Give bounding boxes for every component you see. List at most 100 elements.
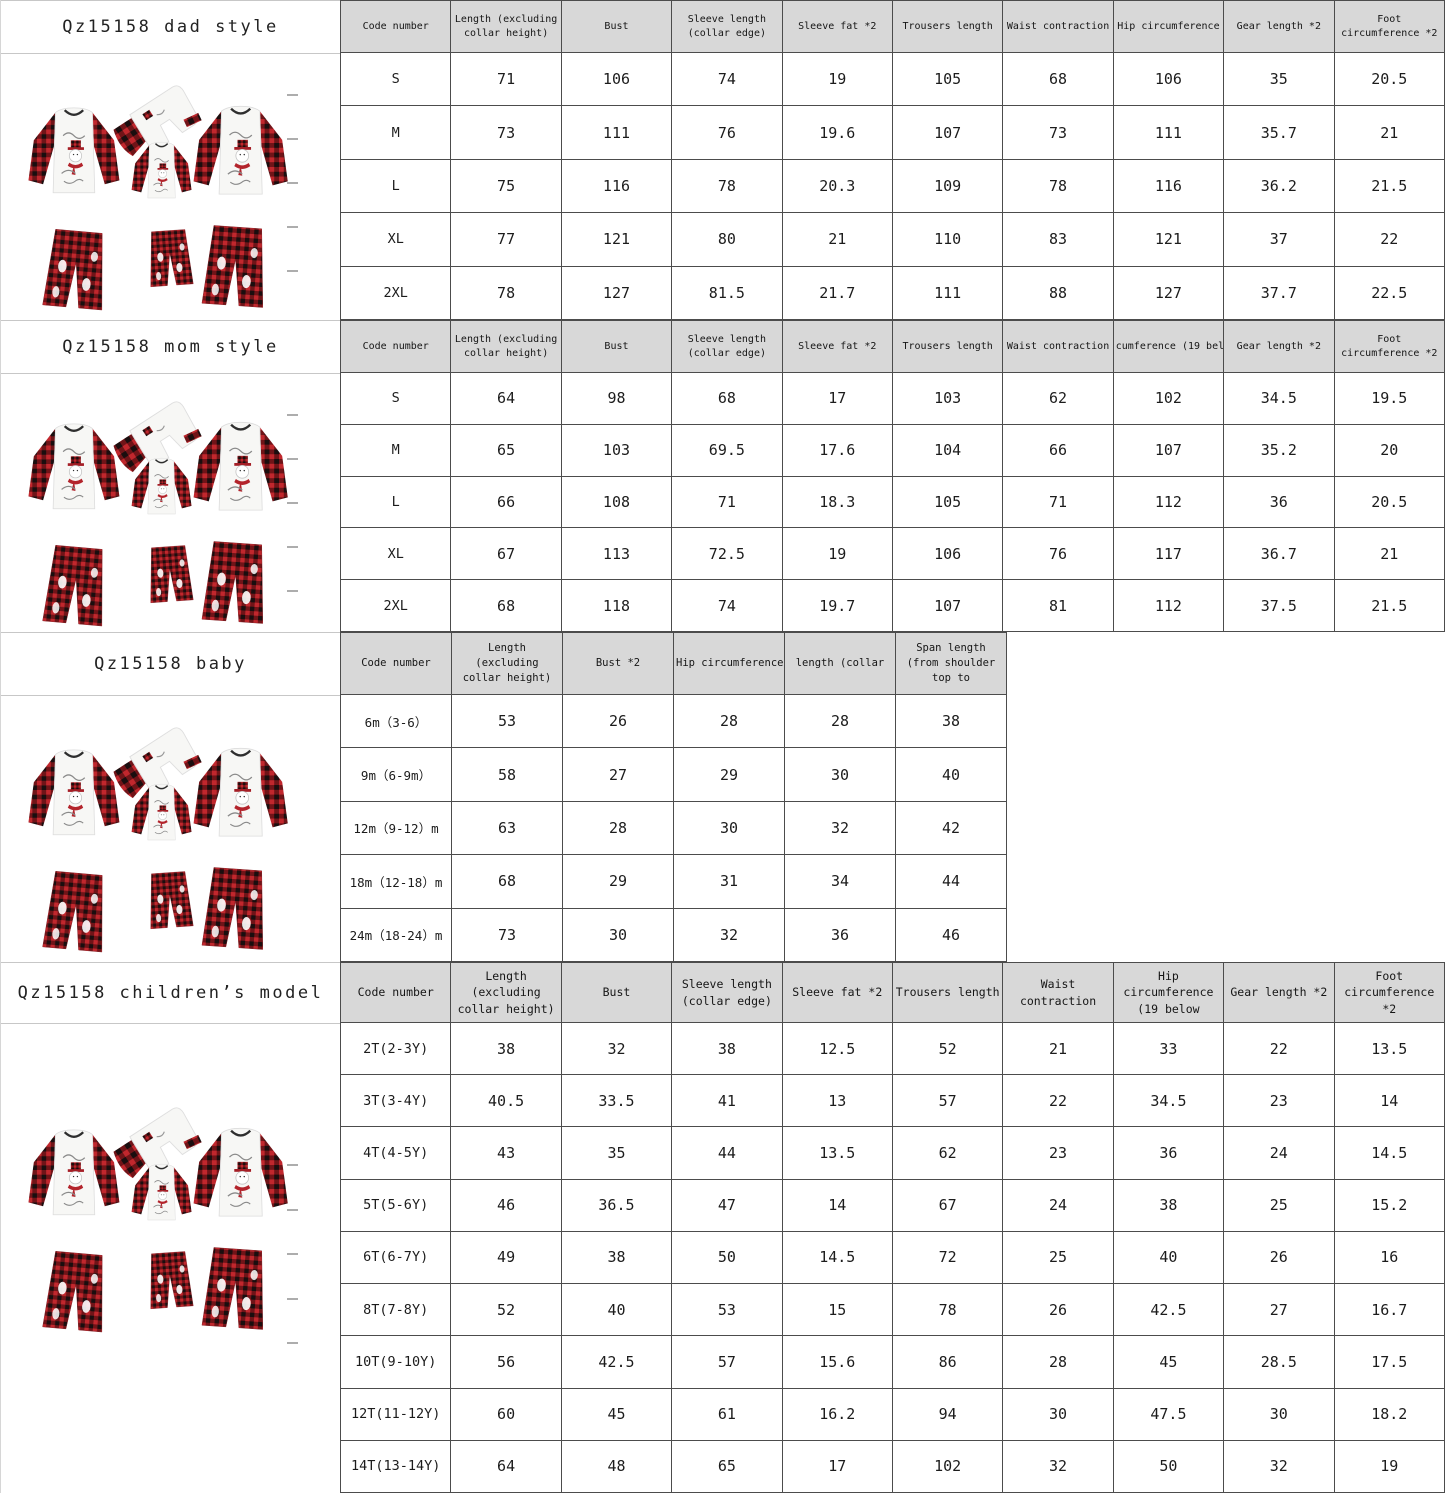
measurement-cell: 68 bbox=[451, 854, 563, 909]
children-left-panel: Qz15158 children’s model bbox=[0, 962, 340, 1493]
measurement-cell: 21 bbox=[1333, 105, 1445, 160]
measurement-cell: 29 bbox=[673, 747, 785, 802]
table-row: 5T(5-6Y) 46 36.5 47 14 67 24 38 25 15.2 bbox=[339, 1178, 1445, 1232]
size-code-cell: 18m（12-18）m bbox=[340, 854, 452, 909]
measurement-cell: 127 bbox=[1112, 265, 1225, 321]
size-code-cell: 6m（3-6） bbox=[340, 693, 452, 749]
column-header: Code number bbox=[340, 632, 452, 695]
measurement-cell: 117 bbox=[1112, 527, 1225, 581]
measurement-cell: 106 bbox=[891, 527, 1004, 581]
column-header: Trousers length bbox=[891, 0, 1004, 53]
measurement-cell: 27 bbox=[562, 747, 674, 802]
measurement-cell: 102 bbox=[891, 1439, 1004, 1493]
measurement-cell: 62 bbox=[1002, 372, 1114, 425]
table-row: L 75 116 78 20.3 109 78 116 36.2 21.5 bbox=[339, 158, 1445, 214]
header-row: Code number Length (excluding collar heig… bbox=[340, 632, 1007, 695]
measurement-cell: 68 bbox=[671, 372, 783, 425]
measurement-cell: 107 bbox=[891, 579, 1004, 632]
measurement-cell: 46 bbox=[450, 1178, 562, 1232]
measurement-cell: 19.7 bbox=[781, 579, 893, 632]
column-header: Foot circumference *2 bbox=[1333, 962, 1445, 1023]
measurement-cell: 38 bbox=[1112, 1178, 1225, 1232]
measurement-cell: 111 bbox=[891, 265, 1004, 321]
measurement-cell: 86 bbox=[891, 1335, 1004, 1389]
mom-product-image-cell bbox=[1, 374, 340, 632]
size-code-cell: M bbox=[339, 423, 452, 477]
table-row: 9m（6-9m） 58 27 29 30 40 bbox=[340, 747, 1007, 802]
measurement-cell: 19.5 bbox=[1333, 372, 1445, 425]
tick-dash bbox=[287, 502, 298, 504]
mom-table-cell: Code number Length (excluding collar heig… bbox=[339, 320, 1445, 632]
measurement-cell: 40 bbox=[1112, 1230, 1225, 1285]
measurement-cell: 36.7 bbox=[1223, 527, 1335, 581]
column-header: Waist contraction bbox=[1002, 320, 1114, 373]
measurement-cell: 28.5 bbox=[1223, 1335, 1335, 1389]
measurement-cell: 37.7 bbox=[1223, 265, 1335, 321]
measurement-cell: 34.5 bbox=[1223, 372, 1335, 425]
column-header: Sleeve fat *2 bbox=[781, 320, 893, 373]
measurement-cell: 17.6 bbox=[781, 423, 893, 477]
measurement-cell: 16.2 bbox=[781, 1387, 893, 1441]
measurement-cell: 72 bbox=[891, 1230, 1004, 1285]
measurement-cell: 68 bbox=[450, 579, 562, 632]
size-code-cell: 24m（18-24）m bbox=[340, 907, 452, 963]
measurement-cell: 47.5 bbox=[1112, 1387, 1225, 1441]
column-header: Foot circumference *2 bbox=[1333, 320, 1445, 373]
table-row: S 71 106 74 19 105 68 106 35 20.5 bbox=[339, 51, 1445, 107]
table-row: 4T(4-5Y) 43 35 44 13.5 62 23 36 24 14.5 bbox=[339, 1126, 1445, 1180]
table-row: 2XL 78 127 81.5 21.7 111 88 127 37.7 22.5 bbox=[339, 265, 1445, 321]
size-code-cell: 10T(9-10Y) bbox=[339, 1335, 452, 1389]
measurement-cell: 78 bbox=[1002, 158, 1114, 214]
column-header: length (collar bbox=[784, 632, 896, 695]
mom-left-panel: Qz15158 mom style bbox=[0, 320, 340, 632]
measurement-cell: 34.5 bbox=[1112, 1074, 1225, 1128]
measurement-cell: 13.5 bbox=[1333, 1021, 1445, 1076]
tick-dash bbox=[287, 1208, 298, 1211]
measurement-cell: 22 bbox=[1333, 212, 1445, 267]
table-row: 2XL 68 118 74 19.7 107 81 112 37.5 21.5 bbox=[339, 579, 1445, 632]
table-row: XL 77 121 80 21 110 83 121 37 22 bbox=[339, 212, 1445, 267]
measurement-cell: 67 bbox=[450, 527, 562, 581]
measurement-cell: 65 bbox=[671, 1439, 783, 1493]
column-header: Hip circumference (19 below bbox=[1112, 962, 1225, 1023]
header-row: Code number Length (excluding collar heig… bbox=[339, 320, 1445, 373]
measurement-cell: 118 bbox=[560, 579, 673, 632]
measurement-cell: 112 bbox=[1112, 579, 1225, 632]
measurement-cell: 17.5 bbox=[1333, 1335, 1445, 1389]
tick-dash bbox=[287, 414, 298, 416]
column-header: Length (excluding collar height) bbox=[450, 962, 562, 1023]
table-row: M 73 111 76 19.6 107 73 111 35.7 21 bbox=[339, 105, 1445, 160]
measurement-cell: 21 bbox=[1002, 1021, 1114, 1076]
measurement-cell: 42.5 bbox=[1112, 1283, 1225, 1337]
measurement-cell: 60 bbox=[450, 1387, 562, 1441]
measurement-cell: 75 bbox=[450, 158, 562, 214]
measurement-cell: 20.3 bbox=[781, 158, 893, 214]
measurement-cell: 32 bbox=[1002, 1439, 1114, 1493]
column-header: Length (excluding collar height) bbox=[451, 632, 563, 695]
measurement-cell: 68 bbox=[1002, 51, 1114, 107]
measurement-cell: 104 bbox=[891, 423, 1004, 477]
measurement-cell: 44 bbox=[671, 1126, 783, 1180]
measurement-cell: 35 bbox=[1223, 51, 1335, 107]
measurement-cell: 19 bbox=[1333, 1439, 1445, 1493]
section-title-mom: Qz15158 mom style bbox=[1, 320, 340, 374]
measurement-cell: 44 bbox=[895, 854, 1007, 909]
measurement-cell: 37 bbox=[1223, 212, 1335, 267]
measurement-cell: 71 bbox=[1002, 475, 1114, 529]
dad-size-table: Code number Length (excluding collar heig… bbox=[339, 0, 1445, 321]
dad-left-panel: Qz15158 dad style bbox=[0, 0, 340, 320]
size-code-cell: M bbox=[339, 105, 452, 160]
measurement-cell: 32 bbox=[784, 800, 896, 856]
measurement-cell: 22 bbox=[1002, 1074, 1114, 1128]
measurement-cell: 17 bbox=[781, 1439, 893, 1493]
measurement-cell: 18.3 bbox=[781, 475, 893, 529]
tick-dash bbox=[287, 1342, 298, 1344]
measurement-cell: 74 bbox=[671, 51, 783, 107]
measurement-cell: 47 bbox=[671, 1178, 783, 1232]
measurement-cell: 116 bbox=[560, 158, 673, 214]
dad-product-image-cell bbox=[1, 54, 340, 320]
header-row: Code number Length (excluding collar heig… bbox=[339, 0, 1445, 53]
measurement-cell: 49 bbox=[450, 1230, 562, 1285]
measurement-cell: 52 bbox=[891, 1021, 1004, 1076]
size-code-cell: 2XL bbox=[339, 265, 452, 321]
